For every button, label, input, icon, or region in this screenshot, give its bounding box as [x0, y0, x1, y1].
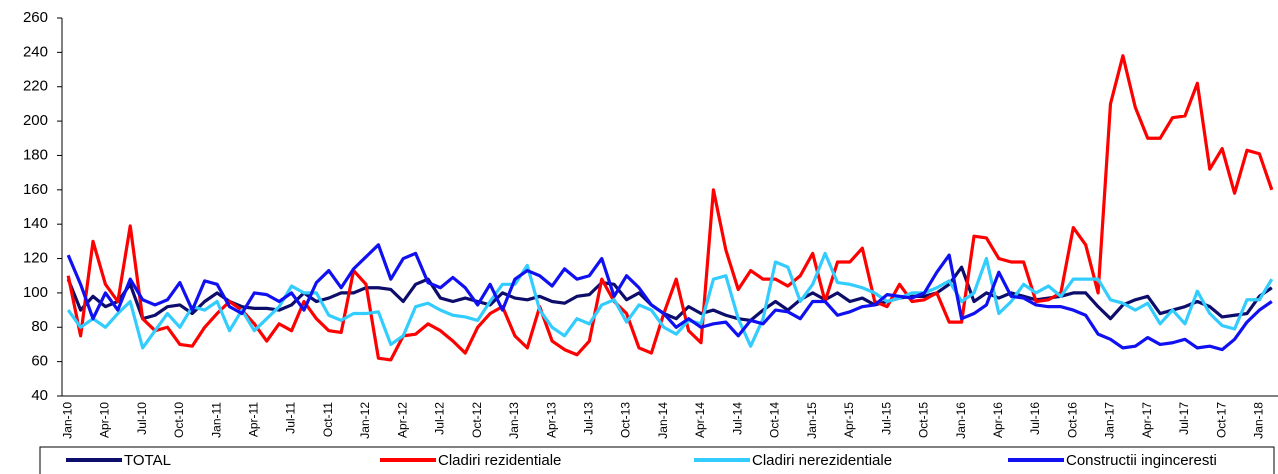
x-tick-label: Apr-15	[842, 402, 856, 438]
series-line	[66, 265, 1273, 322]
x-tick-label: Apr-16	[991, 402, 1005, 438]
y-tick-label: 220	[23, 78, 48, 95]
x-tick-label: Apr-13	[544, 402, 558, 438]
x-tick-label: Jan-14	[656, 402, 670, 439]
y-tick-label: 40	[31, 387, 48, 404]
x-tick-label: Jan-13	[507, 402, 521, 439]
series-line	[66, 54, 1274, 362]
y-tick-label: 100	[23, 284, 48, 301]
x-tick-label: Jul-16	[1028, 402, 1042, 435]
x-tick-label: Jul-14	[730, 402, 744, 435]
x-tick-label: Oct-15	[917, 402, 931, 438]
x-tick-label: Oct-17	[1214, 402, 1228, 438]
x-tick-label: Oct-14	[768, 402, 782, 438]
x-tick-label: Jan-12	[358, 402, 372, 439]
series-line	[66, 243, 1273, 352]
y-tick-label: 60	[31, 353, 48, 370]
x-tick-label: Oct-10	[172, 402, 186, 438]
y-tick-label: 80	[31, 318, 48, 335]
x-tick-label: Jul-13	[582, 402, 596, 435]
x-tick-label: Jan-16	[954, 402, 968, 439]
y-tick-label: 160	[23, 181, 48, 198]
y-tick-label: 140	[23, 215, 48, 232]
x-tick-label: Oct-11	[321, 402, 335, 437]
legend-box	[39, 446, 1275, 474]
x-tick-label: Apr-11	[246, 402, 260, 437]
x-tick-label: Jan-11	[209, 402, 223, 438]
x-tick-label: Apr-17	[1140, 402, 1154, 438]
x-tick-label: Jan-18	[1252, 402, 1266, 439]
legend-label: Cladiri rezidentiale	[438, 452, 561, 469]
x-tick-label: Jan-17	[1103, 402, 1117, 439]
x-tick-label: Apr-10	[98, 402, 112, 438]
y-tick-label: 180	[23, 146, 48, 163]
y-tick-label: 200	[23, 112, 48, 129]
x-tick-label: Jul-15	[879, 402, 893, 435]
x-tick-label: Jan-10	[60, 402, 74, 439]
x-tick-label: Jan-15	[805, 402, 819, 439]
x-tick-label: Jul-10	[135, 402, 149, 435]
x-tick-label: Oct-16	[1065, 402, 1079, 438]
y-tick-label: 240	[23, 43, 48, 60]
legend-label: Constructii inginceresti	[1066, 452, 1217, 469]
x-tick-label: Apr-12	[395, 402, 409, 438]
x-tick-label: Jul-12	[433, 402, 447, 435]
y-tick-label: 260	[23, 9, 48, 26]
x-tick-label: Oct-12	[470, 402, 484, 438]
y-tick-label: 120	[23, 250, 48, 267]
x-tick-label: Oct-13	[619, 402, 633, 438]
x-tick-label: Jul-17	[1177, 402, 1191, 435]
series-line	[66, 251, 1274, 350]
legend-label: Cladiri nerezidentiale	[752, 452, 892, 469]
x-tick-label: Jul-11	[284, 402, 298, 434]
x-tick-label: Apr-14	[693, 402, 707, 438]
legend-label: TOTAL	[124, 452, 171, 469]
